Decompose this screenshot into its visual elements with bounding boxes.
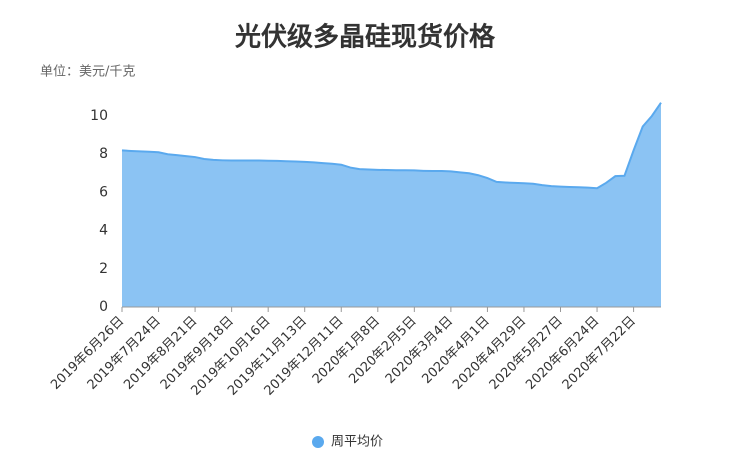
legend-marker	[312, 436, 324, 448]
y-tick-label: 6	[99, 184, 108, 200]
area-fill	[122, 102, 661, 307]
unit-label: 单位：美元/千克	[40, 65, 135, 80]
chart-title: 光伏级多晶硅现货价格	[234, 22, 496, 53]
y-tick-label: 10	[90, 108, 108, 124]
y-tick-label: 4	[99, 223, 108, 239]
legend-label: 周平均价	[331, 435, 383, 450]
area-line	[121, 102, 662, 190]
y-tick-label: 2	[99, 261, 108, 277]
y-tick-label: 8	[99, 146, 108, 162]
y-tick-label: 0	[99, 299, 108, 315]
